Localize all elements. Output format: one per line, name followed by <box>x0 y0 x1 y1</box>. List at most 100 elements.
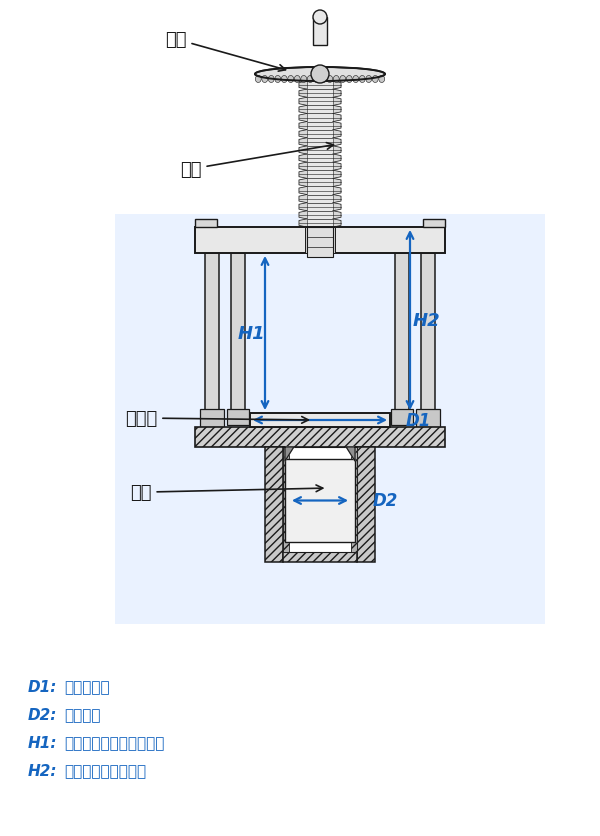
Text: D1: D1 <box>406 411 431 430</box>
Bar <box>285 460 355 543</box>
Text: H2: H2 <box>412 312 440 329</box>
Polygon shape <box>333 82 341 90</box>
Bar <box>307 163 333 171</box>
Bar <box>250 414 390 427</box>
Text: 丝杆与工作台间距离: 丝杆与工作台间距离 <box>64 763 146 778</box>
Polygon shape <box>333 155 341 163</box>
Bar <box>305 227 335 253</box>
Ellipse shape <box>295 76 300 84</box>
Ellipse shape <box>346 76 352 84</box>
Polygon shape <box>333 196 341 203</box>
Bar <box>307 227 333 257</box>
Ellipse shape <box>275 76 281 84</box>
Ellipse shape <box>262 76 268 84</box>
Bar <box>391 410 413 426</box>
Polygon shape <box>299 122 307 130</box>
Bar <box>307 179 333 187</box>
Bar <box>421 253 435 414</box>
Ellipse shape <box>334 76 339 84</box>
Text: D2: D2 <box>373 492 398 510</box>
Ellipse shape <box>307 76 313 84</box>
Ellipse shape <box>281 76 287 84</box>
Bar <box>265 447 283 563</box>
Polygon shape <box>299 203 307 212</box>
Polygon shape <box>283 447 294 461</box>
Ellipse shape <box>340 76 346 84</box>
Polygon shape <box>333 115 341 122</box>
Polygon shape <box>299 106 307 115</box>
Polygon shape <box>299 115 307 122</box>
Polygon shape <box>299 163 307 171</box>
Polygon shape <box>299 90 307 98</box>
Bar <box>416 410 440 427</box>
Bar <box>307 196 333 203</box>
Text: 丝杆: 丝杆 <box>180 144 334 179</box>
Bar <box>307 98 333 106</box>
Bar <box>395 253 409 414</box>
Bar <box>307 130 333 139</box>
Bar <box>307 115 333 122</box>
Polygon shape <box>299 146 307 155</box>
Bar <box>313 18 327 46</box>
Circle shape <box>313 11 327 25</box>
Bar <box>195 427 445 447</box>
Ellipse shape <box>314 76 320 84</box>
Bar <box>115 215 545 624</box>
Bar <box>283 447 289 553</box>
Polygon shape <box>333 203 341 212</box>
Polygon shape <box>333 130 341 139</box>
Ellipse shape <box>288 76 293 84</box>
Ellipse shape <box>301 76 307 84</box>
Ellipse shape <box>255 68 385 82</box>
Text: D1:: D1: <box>28 679 58 694</box>
Polygon shape <box>333 106 341 115</box>
Bar <box>307 171 333 179</box>
Polygon shape <box>299 179 307 187</box>
Text: H2:: H2: <box>28 763 58 778</box>
Polygon shape <box>346 447 357 461</box>
Polygon shape <box>333 220 341 227</box>
Polygon shape <box>299 98 307 106</box>
Text: 活塞直径: 活塞直径 <box>64 707 101 722</box>
Polygon shape <box>333 163 341 171</box>
Bar <box>307 146 333 155</box>
Bar <box>307 155 333 163</box>
Polygon shape <box>333 139 341 146</box>
Bar <box>195 220 217 227</box>
Polygon shape <box>333 146 341 155</box>
Ellipse shape <box>327 76 332 84</box>
Bar <box>231 253 245 414</box>
Bar <box>351 447 357 553</box>
Bar <box>423 220 445 227</box>
Bar <box>283 447 357 553</box>
Polygon shape <box>333 179 341 187</box>
Polygon shape <box>333 171 341 179</box>
Polygon shape <box>299 139 307 146</box>
Polygon shape <box>333 212 341 220</box>
Bar <box>283 553 357 563</box>
Text: H1: H1 <box>237 324 265 343</box>
Bar <box>307 106 333 115</box>
Ellipse shape <box>373 76 378 84</box>
Polygon shape <box>299 171 307 179</box>
Circle shape <box>311 66 329 84</box>
Bar <box>307 82 333 90</box>
Text: D2:: D2: <box>28 707 58 722</box>
Polygon shape <box>333 122 341 130</box>
Text: 工作台: 工作台 <box>125 410 308 427</box>
Bar <box>227 410 249 426</box>
Polygon shape <box>299 196 307 203</box>
Bar <box>307 187 333 196</box>
Ellipse shape <box>320 76 326 84</box>
Bar <box>357 447 375 563</box>
Ellipse shape <box>268 76 274 84</box>
Text: 工作台直径: 工作台直径 <box>64 679 110 694</box>
Bar <box>307 203 333 212</box>
Text: 手轮: 手轮 <box>165 31 286 72</box>
Ellipse shape <box>353 76 359 84</box>
Ellipse shape <box>366 76 371 84</box>
Bar <box>307 139 333 146</box>
Bar <box>307 90 333 98</box>
Polygon shape <box>333 90 341 98</box>
Text: 顶部支架与工作台间距离: 顶部支架与工作台间距离 <box>64 735 164 750</box>
